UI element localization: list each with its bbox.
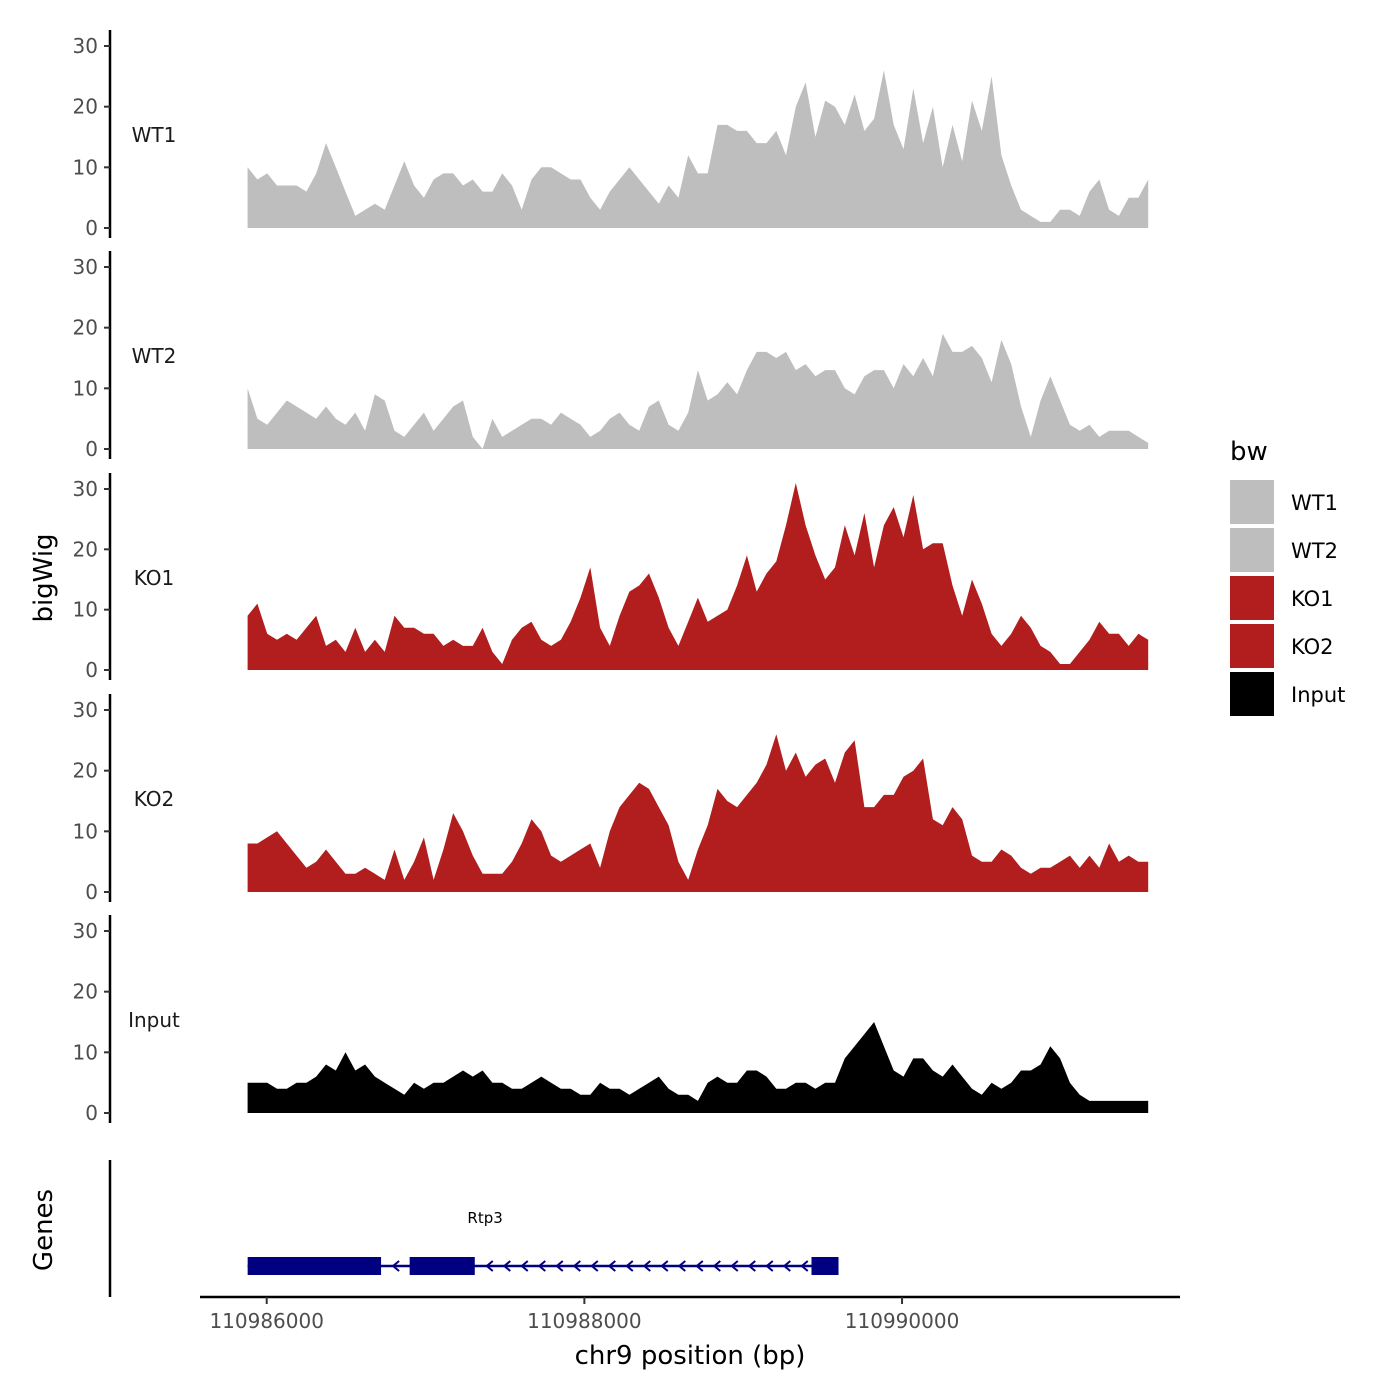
y-tick-label: 30 <box>73 698 98 722</box>
y-tick-label: 30 <box>73 34 98 58</box>
y-tick-label: 0 <box>85 880 98 904</box>
y-tick-label: 10 <box>73 155 98 179</box>
strand-arrow <box>800 1260 809 1272</box>
strand-arrow <box>555 1260 564 1272</box>
y-tick-label: 0 <box>85 437 98 461</box>
strand-arrow <box>520 1260 529 1272</box>
y-tick-label: 10 <box>73 598 98 622</box>
y-tick-label: 20 <box>73 980 98 1004</box>
strand-arrow <box>765 1260 774 1272</box>
x-tick-label: 110990000 <box>845 1309 960 1333</box>
y-tick-label: 30 <box>73 477 98 501</box>
strand-arrow <box>625 1260 634 1272</box>
legend-key-wt1 <box>1230 480 1274 524</box>
track-label: Input <box>128 1008 180 1032</box>
y-tick-label: 10 <box>73 819 98 843</box>
strand-arrow <box>537 1260 546 1272</box>
legend-key-wt2 <box>1230 528 1274 572</box>
gene-track: Rtp3 <box>108 1160 839 1297</box>
signal-area-ko1 <box>247 483 1149 670</box>
gene-exon <box>409 1257 475 1275</box>
signal-area-wt1 <box>247 70 1149 228</box>
y-tick-label: 0 <box>85 1101 98 1125</box>
x-tick-label: 110988000 <box>527 1309 642 1333</box>
gene-label: Rtp3 <box>467 1209 502 1227</box>
strand-arrow <box>712 1260 721 1272</box>
strand-arrow <box>677 1260 686 1272</box>
strand-arrow <box>730 1260 739 1272</box>
strand-arrow <box>502 1260 511 1272</box>
track-ko2: 0 10 20 30 KO2 <box>73 694 1149 904</box>
gene-axis-title: Genes <box>29 1189 59 1271</box>
strand-arrow <box>485 1260 494 1272</box>
y-tick-label: 0 <box>85 216 98 240</box>
strand-arrow <box>590 1260 599 1272</box>
signal-area-input <box>247 1022 1149 1113</box>
y-axis-title: bigWig <box>29 533 59 622</box>
track-label: KO1 <box>134 566 175 590</box>
legend-label: Input <box>1291 683 1345 707</box>
y-tick-label: 20 <box>73 316 98 340</box>
strand-arrow <box>747 1260 756 1272</box>
legend-key-ko2 <box>1230 624 1274 668</box>
signal-area-ko2 <box>247 734 1149 892</box>
x-axis: 110986000 110988000 110990000 <box>200 1295 1180 1333</box>
y-tick-label: 0 <box>85 658 98 682</box>
gene-exon <box>247 1257 382 1275</box>
track-input: 0 10 20 30 Input <box>73 915 1149 1125</box>
legend: bw WT1 WT2 KO1 KO2 Input <box>1230 437 1345 716</box>
legend-label: WT1 <box>1291 491 1338 515</box>
track-wt2: 0 10 20 30 WT2 <box>73 251 1149 461</box>
legend-label: KO2 <box>1291 635 1334 659</box>
y-tick-label: 10 <box>73 376 98 400</box>
x-axis-title: chr9 position (bp) <box>575 1341 806 1371</box>
track-label: WT2 <box>132 344 177 368</box>
strand-arrow <box>782 1260 791 1272</box>
y-tick-label: 20 <box>73 759 98 783</box>
y-tick-label: 30 <box>73 255 98 279</box>
gene-exon <box>811 1257 839 1275</box>
strand-arrow <box>660 1260 669 1272</box>
signal-area-wt2 <box>247 333 1149 449</box>
x-tick-label: 110986000 <box>209 1309 324 1333</box>
y-tick-label: 10 <box>73 1040 98 1064</box>
y-tick-label: 30 <box>73 919 98 943</box>
strand-arrow <box>642 1260 651 1272</box>
strand-arrow <box>391 1260 400 1272</box>
strand-arrow <box>607 1260 616 1272</box>
legend-title: bw <box>1230 437 1268 467</box>
signal-tracks: 0 10 20 30 WT1 0 10 20 30 WT2 0 10 20 30 KO1 0 10 20 30 KO2… <box>73 30 1149 1125</box>
legend-key-ko1 <box>1230 576 1274 620</box>
track-label: KO2 <box>134 787 175 811</box>
strand-arrow <box>695 1260 704 1272</box>
track-ko1: 0 10 20 30 KO1 <box>73 473 1149 682</box>
strand-arrow <box>572 1260 581 1272</box>
y-tick-label: 20 <box>73 95 98 119</box>
legend-label: KO1 <box>1291 587 1334 611</box>
legend-label: WT2 <box>1291 539 1338 563</box>
y-tick-label: 20 <box>73 537 98 561</box>
track-wt1: 0 10 20 30 WT1 <box>73 30 1149 240</box>
legend-key-input <box>1230 672 1274 716</box>
track-label: WT1 <box>132 123 177 147</box>
